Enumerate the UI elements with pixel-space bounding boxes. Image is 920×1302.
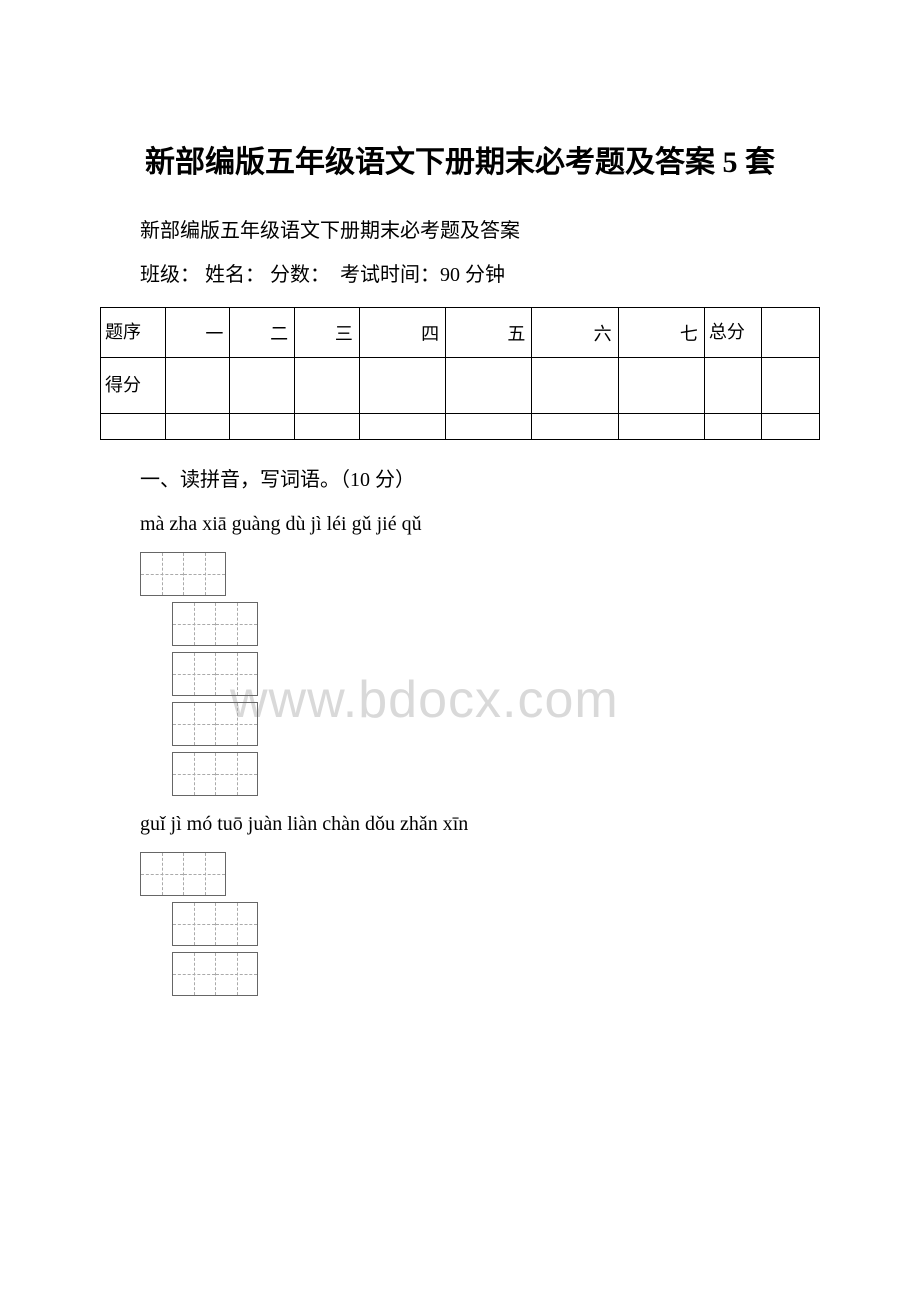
tian-grid (172, 952, 258, 996)
empty-cell (618, 414, 704, 440)
tian-grid (172, 752, 258, 796)
pinyin-line-2: guǐ jì mó tuō juàn liàn chàn dǒu zhǎn xī… (100, 802, 820, 846)
score-cell (359, 358, 445, 414)
page-content: 新部编版五年级语文下册期末必考题及答案 5 套 新部编版五年级语文下册期末必考题… (100, 140, 820, 996)
col-3: 三 (295, 308, 360, 358)
score-cell (704, 358, 762, 414)
table-row: 得分 (101, 358, 820, 414)
pinyin-line-1: mà zha xiā guàng dù jì léi gǔ jié qǔ (100, 502, 820, 546)
table-row: 题序 一 二 三 四 五 六 七 总分 (101, 308, 820, 358)
subtitle-text: 新部编版五年级语文下册期末必考题及答案 (100, 209, 820, 253)
empty-cell (532, 414, 618, 440)
tian-grid-row (172, 602, 820, 646)
tian-grid (172, 902, 258, 946)
section-1-heading: 一、读拼音，写词语。（10 分） (100, 458, 820, 502)
col-5: 五 (446, 308, 532, 358)
col-6: 六 (532, 308, 618, 358)
row2-label: 得分 (101, 358, 166, 414)
score-cell (762, 358, 820, 414)
score-cell (230, 358, 295, 414)
info-line: 班级： 姓名： 分数： 考试时间：90 分钟 (100, 253, 820, 297)
empty-cell (762, 414, 820, 440)
tian-grid-row (140, 852, 820, 896)
col-1: 一 (165, 308, 230, 358)
tian-grid-row (172, 702, 820, 746)
score-cell (532, 358, 618, 414)
tian-grid-row (140, 552, 820, 596)
col-total: 总分 (704, 308, 762, 358)
empty-cell (446, 414, 532, 440)
tian-grid (172, 702, 258, 746)
col-2: 二 (230, 308, 295, 358)
col-7: 七 (618, 308, 704, 358)
score-cell (165, 358, 230, 414)
table-row (101, 414, 820, 440)
col-blank (762, 308, 820, 358)
empty-cell (359, 414, 445, 440)
empty-cell (165, 414, 230, 440)
name-label: 姓名： (205, 264, 265, 286)
empty-cell (295, 414, 360, 440)
time-value: 90 分钟 (440, 264, 505, 286)
empty-cell (101, 414, 166, 440)
tian-grid-row (172, 652, 820, 696)
tian-grid (140, 552, 226, 596)
score-cell (295, 358, 360, 414)
score-cell (618, 358, 704, 414)
row1-label: 题序 (101, 308, 166, 358)
tian-grid-row (172, 902, 820, 946)
empty-cell (230, 414, 295, 440)
score-label: 分数： (270, 264, 330, 286)
tian-grid (172, 602, 258, 646)
tian-grid-row (172, 752, 820, 796)
score-cell (446, 358, 532, 414)
score-table: 题序 一 二 三 四 五 六 七 总分 得分 (100, 307, 820, 440)
time-label: 考试时间： (340, 264, 440, 286)
tian-grid (172, 652, 258, 696)
class-label: 班级： (140, 264, 200, 286)
page-title: 新部编版五年级语文下册期末必考题及答案 5 套 (100, 140, 820, 185)
col-4: 四 (359, 308, 445, 358)
empty-cell (704, 414, 762, 440)
tian-grid (140, 852, 226, 896)
tian-grid-row (172, 952, 820, 996)
